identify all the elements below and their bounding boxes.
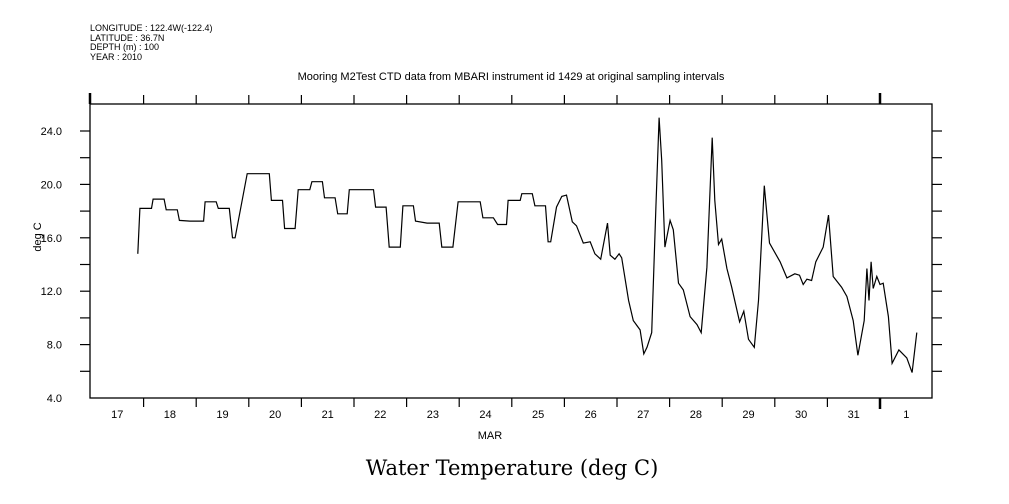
x-tick-label: 21 <box>322 409 334 421</box>
chart-title: Mooring M2Test CTD data from MBARI instr… <box>298 71 725 83</box>
x-tick-label: 17 <box>111 409 123 421</box>
x-tick-label: 22 <box>374 409 386 421</box>
y-tick-label: 16.0 <box>41 233 62 245</box>
x-tick-label: 18 <box>164 409 176 421</box>
x-tick-label: 25 <box>532 409 544 421</box>
x-tick-label: 29 <box>742 409 754 421</box>
chart-caption: Water Temperature (deg C) <box>366 456 659 480</box>
x-tick-label: 27 <box>637 409 649 421</box>
y-tick-label: 24.0 <box>41 126 62 138</box>
x-tick-label: 20 <box>269 409 281 421</box>
header-longitude: LONGITUDE : 122.4W(-122.4) <box>90 23 213 33</box>
temperature-series-line <box>137 117 918 373</box>
x-axis-label: MAR <box>478 430 503 442</box>
header-latitude: LATITUDE : 36.7N <box>90 33 164 43</box>
y-axis-label: deg C <box>32 222 44 251</box>
x-tick-label: 24 <box>479 409 491 421</box>
x-tick-label: 19 <box>216 409 228 421</box>
plot-frame <box>89 103 933 399</box>
header-depth: DEPTH (m) : 100 <box>90 42 159 52</box>
y-tick-label: 8.0 <box>47 340 62 352</box>
x-tick-label: 30 <box>795 409 807 421</box>
y-tick-label: 12.0 <box>41 286 62 298</box>
y-tick-label: 20.0 <box>41 179 62 191</box>
x-tick-label: 23 <box>427 409 439 421</box>
x-tick-label: 1 <box>903 409 909 421</box>
x-tick-label: 28 <box>690 409 702 421</box>
x-tick-label: 26 <box>585 409 597 421</box>
x-tick-label: 31 <box>848 409 860 421</box>
y-tick-label: 4.0 <box>47 393 62 405</box>
header-year: YEAR : 2010 <box>90 52 142 62</box>
